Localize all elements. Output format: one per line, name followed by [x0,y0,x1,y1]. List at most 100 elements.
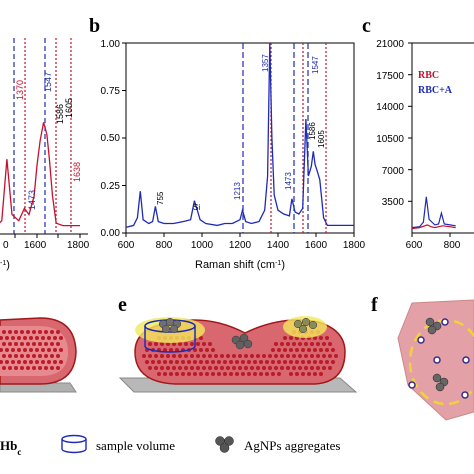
hb-dot [289,360,293,364]
hb-dot [319,372,323,376]
hb-dot [26,354,30,358]
hb-dot [319,336,323,340]
hb-dot [295,348,299,352]
hb-dot [205,348,209,352]
hb-dot [0,360,3,364]
panel-f-agnp-cluster [425,317,449,392]
hb-dot [232,354,236,358]
panel-b-x-tick-label: 1200 [229,240,252,251]
hb-dot [44,342,48,346]
hb-dot [175,360,179,364]
hb-dot [11,360,15,364]
hb-dot [50,330,54,334]
hb-dot [214,354,218,358]
hb-dot [307,348,311,352]
legend-sample-volume-label: sample volume [96,438,175,453]
hb-dot [289,348,293,352]
hb-dot [148,354,152,358]
hb-dot [304,366,308,370]
hb-dot [2,330,6,334]
hb-dot [211,372,215,376]
panel-b-y-tick-label: 0.75 [101,86,121,97]
hb-dot [50,342,54,346]
hb-dot [310,366,314,370]
hb-dot [29,360,33,364]
panel-c-label: c [362,15,371,37]
panel-a-annotation: 1605 [64,98,74,118]
panel-c-y-tick-label: 10500 [376,134,404,145]
hb-dot [217,360,221,364]
hb-dot [14,342,18,346]
hb-dot [47,360,51,364]
hb-dot [5,336,9,340]
hb-dot [154,366,158,370]
panel-b-y-tick-label: 0.25 [101,181,121,192]
panel-b-annotation: 1547 [311,56,320,74]
hb-dot [17,360,21,364]
hb-dot [14,354,18,358]
hb-dot [247,372,251,376]
hb-dot [157,372,161,376]
hb-dot [208,366,212,370]
panel-b-y-tick-label: 1.00 [101,39,121,50]
hb-dot [274,354,278,358]
hb-dot [313,360,317,364]
panel-b-annotation: 1605 [317,130,326,148]
hb-dot [2,342,6,346]
panel-a: 0 1600 1800 -1) 1473 1547 1586 1605 1638… [0,38,90,271]
hb-dot [20,366,24,370]
hb-dot [8,342,12,346]
hb-dot [316,366,320,370]
hb-dot [17,336,21,340]
hb-dot [265,360,269,364]
hb-dot [145,360,149,364]
hb-dot [319,348,323,352]
hb-dot [8,354,12,358]
hb-dot [56,366,60,370]
hb-dot [250,366,254,370]
hb-dot [38,330,42,334]
hb-dot [163,360,167,364]
legend-agnps-label: AgNPs aggregates [244,438,340,453]
hb-dot [235,360,239,364]
hb-dot [280,366,284,370]
hb-dot [199,372,203,376]
hb-dot [322,342,326,346]
hb-dot [11,348,15,352]
hb-dot [199,360,203,364]
hb-dot [313,348,317,352]
hb-dot [211,360,215,364]
hb-dot [169,372,173,376]
hb-dot [163,348,167,352]
hb-dot [283,360,287,364]
hb-dot [220,354,224,358]
hb-dot [2,354,6,358]
hb-dot [325,336,329,340]
hb-dot [253,372,257,376]
hb-dot [304,354,308,358]
hb-dot [23,336,27,340]
hb-dot [322,366,326,370]
hb-dot [175,372,179,376]
panel-e-label: e [118,294,127,316]
hb-dot [331,348,335,352]
panel-a-x-tick-label: 1600 [24,240,47,251]
hb-dot [256,366,260,370]
hb-dot [41,360,45,364]
hb-dot [172,366,176,370]
panel-f-label: f [371,294,378,316]
hb-dot [38,342,42,346]
hb-dot [0,336,3,340]
hb-dot [301,348,305,352]
hb-dot [289,336,293,340]
panel-a-x-tick-label: 1800 [67,240,90,251]
hb-dot [328,354,332,358]
hb-dot [301,360,305,364]
hb-dot [286,354,290,358]
panel-b-x-label: Raman shift (cm-1) [195,259,285,271]
panel-c-x-tick-label: 800 [444,240,461,251]
hb-dot [286,342,290,346]
panel-c-y-tick-label: 3500 [382,197,405,208]
hb-dot [163,372,167,376]
